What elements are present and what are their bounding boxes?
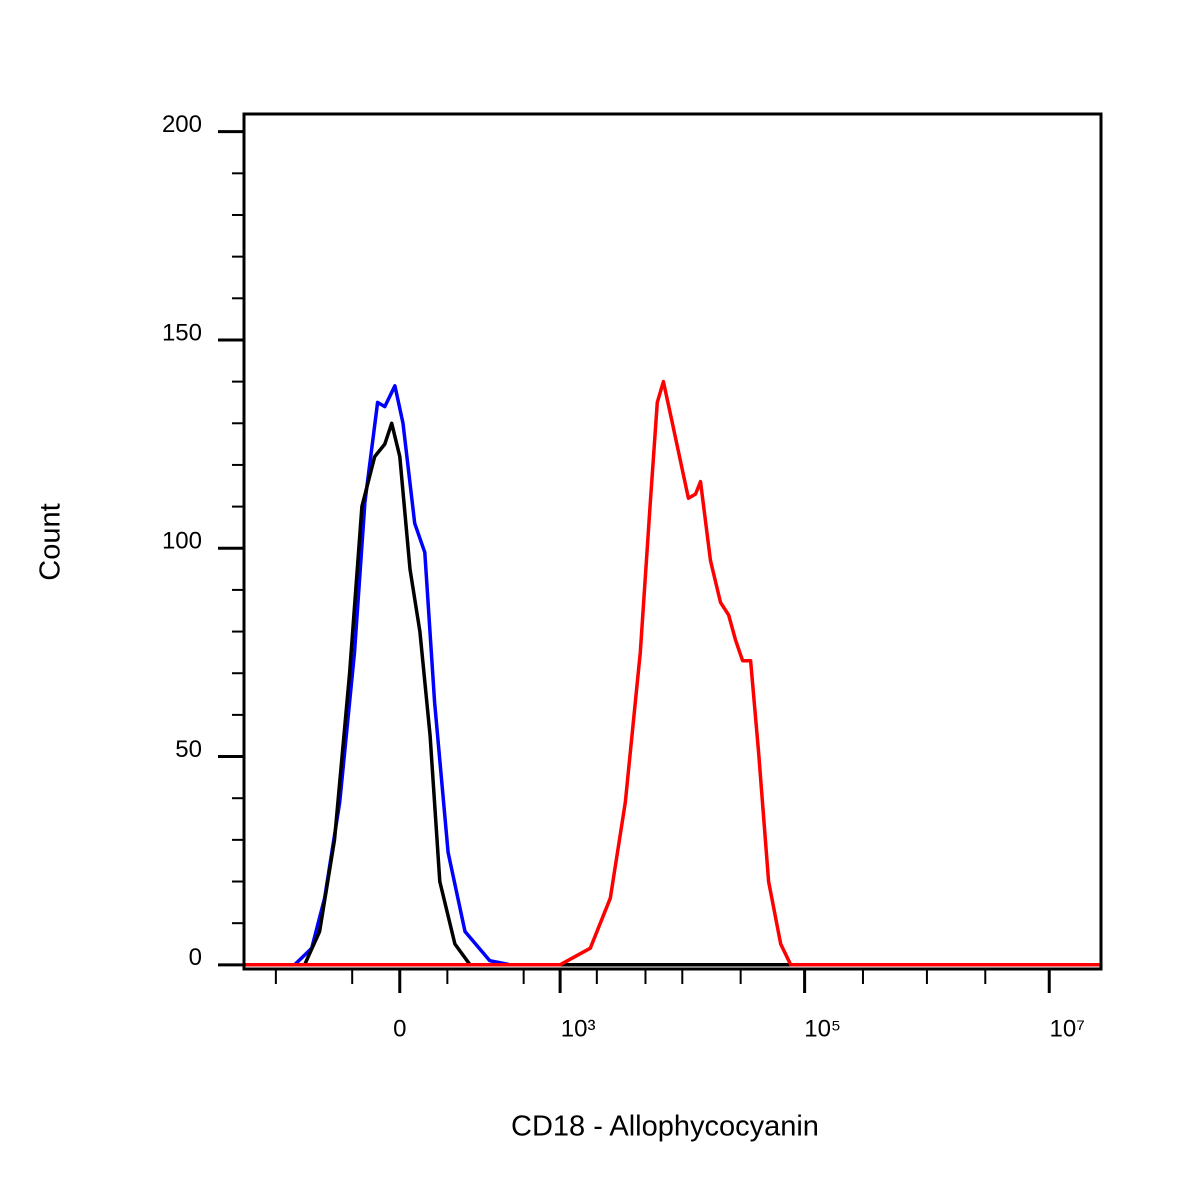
y-tick-label: 0 <box>189 944 202 971</box>
plot-frame <box>242 112 1103 971</box>
histogram-line <box>245 421 1100 967</box>
histogram-line <box>245 379 1100 967</box>
y-tick-label: 50 <box>175 736 202 763</box>
y-axis-title: Count <box>35 503 67 580</box>
y-tick-label: 150 <box>162 319 202 346</box>
x-tick-label: 10³ <box>561 1015 596 1042</box>
x-tick-label: 0 <box>393 1015 406 1042</box>
y-tick-label: 200 <box>162 111 202 138</box>
x-axis-title: CD18 - Allophycocyanin <box>511 1111 819 1143</box>
y-tick-label: 100 <box>162 528 202 555</box>
x-tick-label: 10⁵ <box>804 1015 841 1042</box>
x-tick-label: 10⁷ <box>1050 1015 1085 1042</box>
plot-area <box>245 379 1100 967</box>
